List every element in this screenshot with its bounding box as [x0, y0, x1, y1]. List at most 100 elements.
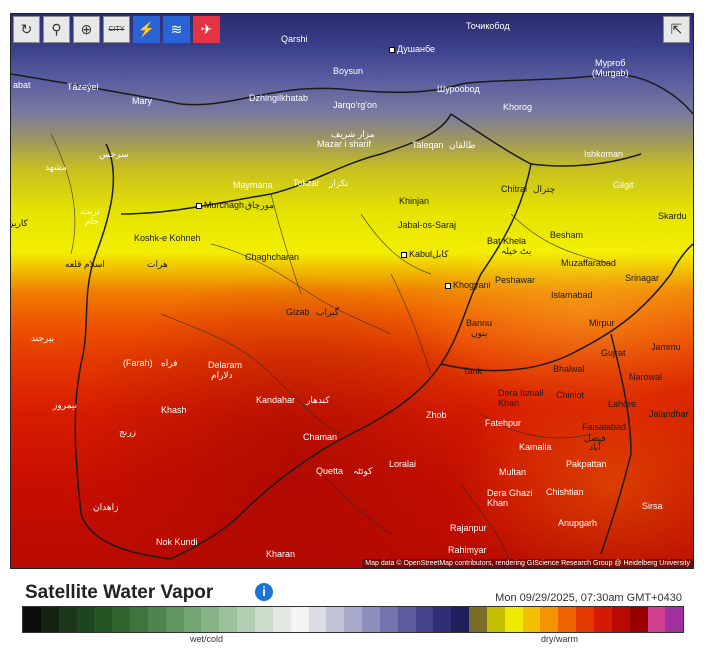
zoom-button[interactable]: ⊕ [73, 16, 100, 43]
city-label: Taleqan [412, 140, 444, 150]
city-label: کندهار [306, 395, 330, 405]
city-label: بٹ خیلہ [501, 246, 531, 256]
city-name: سرخس [99, 149, 129, 159]
city-label: اسلام قلعه [65, 259, 105, 269]
city-label: Ishkoman [584, 149, 623, 159]
share-button[interactable]: ⇱ [663, 16, 690, 43]
city-label: Mary [132, 96, 152, 106]
city-name: (Murgab) [592, 68, 629, 78]
city-label: Khan [498, 398, 519, 408]
city-label: Jammu [651, 342, 681, 352]
scale-swatch [397, 607, 416, 632]
city-label: Zhob [426, 410, 447, 420]
city-name: Rajanpur [450, 523, 487, 533]
city-label: Kabul [401, 249, 432, 259]
city-name: Islamabad [551, 290, 593, 300]
city-name: چترال [533, 184, 556, 194]
city-name: Точикобод [466, 21, 510, 31]
scale-swatch [130, 607, 148, 632]
city-label: بنوں [471, 328, 487, 338]
scale-swatch [344, 607, 363, 632]
city-name: Anupgarh [558, 518, 598, 528]
city-label: هرات [147, 259, 168, 269]
city-label: Peshawar [495, 275, 535, 285]
city-label: Loralai [389, 459, 416, 469]
city-label: Maymana [233, 180, 273, 190]
city-label: Chaghcharan [245, 252, 299, 262]
city-name: Jabal-os-Saraj [398, 220, 457, 230]
city-name: Qarshi [281, 34, 308, 44]
city-label: Tank [463, 366, 482, 376]
city-marker [196, 202, 202, 209]
city-name: کوئٹہ [353, 466, 373, 476]
city-label: تربت [81, 206, 100, 216]
city-label: (Murgab) [592, 68, 629, 78]
scale-swatch [469, 607, 487, 632]
city-name: (Farah) [123, 358, 153, 368]
city-name: Skardu [658, 211, 687, 221]
satellite-button[interactable]: ✈ [193, 16, 220, 43]
city-name: Dera Ismail [498, 388, 544, 398]
city-label: Quetta [316, 466, 343, 476]
city-label: Kandahar [256, 395, 295, 405]
city-name: Boysun [333, 66, 364, 76]
refresh-button[interactable]: ↻ [13, 16, 40, 43]
city-label: بیرجند [31, 333, 54, 343]
city-label: Anupgarh [558, 518, 597, 528]
scale-swatch [237, 607, 255, 632]
wind-button[interactable]: ≋ [163, 16, 190, 43]
city-label: Jabal-os-Saraj [398, 220, 456, 230]
wind-icon: ≋ [170, 21, 183, 37]
scale-swatch [558, 607, 577, 632]
city-name: Jalandhar [649, 409, 689, 419]
scale-swatch [576, 607, 594, 632]
scale-swatch [415, 607, 434, 632]
city-name: Khan [498, 398, 520, 408]
city-label: Jarqo'rg'on [333, 100, 377, 110]
scale-swatch [147, 607, 166, 632]
city-name: تکزار [329, 178, 349, 188]
city-name: Taleqan [412, 140, 444, 150]
location-pin-icon: ⚲ [51, 21, 62, 37]
dry-warm-label: dry/warm [541, 634, 579, 644]
city-label: abat [13, 80, 31, 90]
city-name: مشهد [45, 162, 67, 172]
satellite-icon: ✈ [200, 21, 213, 37]
city-label: Murchagh [196, 200, 244, 210]
city-name: Chiniot [556, 390, 585, 400]
city-label: Faisalabad [582, 422, 626, 432]
scale-swatch [362, 607, 380, 632]
city-name: Rahimyar [448, 545, 487, 555]
city-label: Bhalwal [553, 364, 585, 374]
city-label: Мурғоб [595, 58, 625, 68]
city-label: Muzaffarabad [561, 258, 616, 268]
city-name: Gilgit [613, 180, 634, 190]
city-name: Kharan [266, 549, 296, 559]
satellite-map[interactable]: Qarshi Душанбе Точикобод Мурғоб (Murgab) Boys… [10, 13, 694, 569]
legend-title: Satellite Water Vapor [25, 582, 214, 603]
city-label: Mazar i sharif [317, 139, 371, 149]
city-name: Murchagh [204, 200, 245, 210]
lightning-button[interactable]: ⚡ [133, 16, 160, 43]
city-name: Loralai [389, 459, 417, 469]
city-name: Dzhingilkhatab [249, 93, 309, 103]
city-name: آباد [589, 442, 601, 452]
city-name: Mirpur [589, 318, 615, 328]
city-label: Душанбе [389, 44, 435, 54]
city-name: Koshk-e Kohneh [134, 233, 201, 243]
city-name: Mary [132, 96, 152, 106]
city-label: طالقان [449, 140, 476, 150]
location-button[interactable]: ⚲ [43, 16, 70, 43]
scale-swatch [272, 607, 291, 632]
city-name: Multan [499, 467, 527, 477]
city-label: Gilgit [613, 180, 634, 190]
scale-swatch [451, 607, 470, 632]
city-marker [445, 282, 451, 289]
info-icon[interactable]: i [255, 583, 273, 601]
city-labels-button[interactable]: CITY [103, 16, 130, 43]
city-name: Chaghcharan [245, 252, 300, 262]
scale-swatch [504, 607, 523, 632]
city-name: Lahore [608, 399, 637, 409]
city-name: کاریز [10, 218, 28, 228]
city-name: Chaman [303, 432, 338, 442]
